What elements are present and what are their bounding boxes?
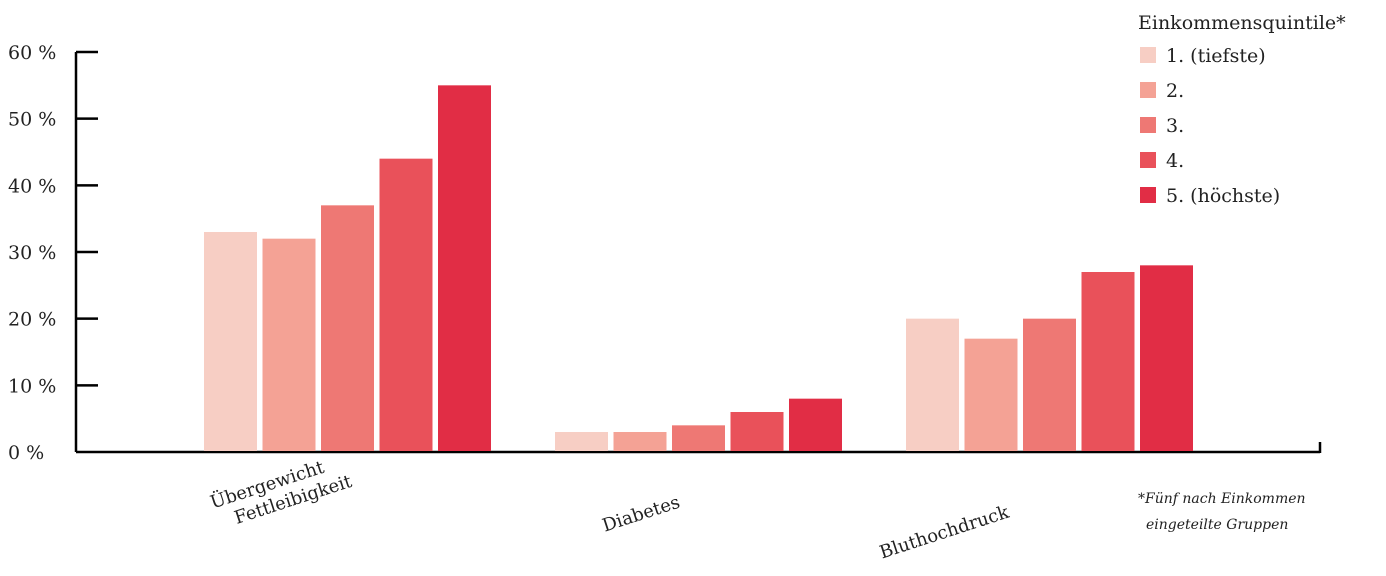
bar xyxy=(613,432,667,451)
legend-label: 4. xyxy=(1166,150,1184,172)
legend-swatch xyxy=(1140,187,1156,203)
x-category-label: Bluthochdruck xyxy=(877,501,1013,563)
bar xyxy=(789,398,842,451)
bar xyxy=(204,232,257,451)
legend-label: 2. xyxy=(1166,80,1184,102)
legend-swatch xyxy=(1140,152,1156,168)
legend-swatch xyxy=(1140,82,1156,98)
y-tick-label: 50 % xyxy=(8,109,56,131)
bar xyxy=(1023,318,1076,451)
footnote-line-2: eingeteilte Gruppen xyxy=(1146,517,1288,533)
bar xyxy=(1140,265,1193,451)
x-category-label: Diabetes xyxy=(600,492,683,537)
legend-label: 3. xyxy=(1166,115,1184,137)
bar xyxy=(555,432,608,451)
y-tick-label: 30 % xyxy=(8,242,56,264)
footnote-line-1: *Fünf nach Einkommen xyxy=(1138,491,1306,507)
x-category-label-line: Bluthochdruck xyxy=(877,501,1013,563)
bar xyxy=(321,205,374,451)
x-category-label-line: Diabetes xyxy=(600,492,683,537)
bar xyxy=(672,425,725,451)
legend-title: Einkommensquintile* xyxy=(1138,12,1346,34)
bar xyxy=(906,318,959,451)
bars xyxy=(204,85,1193,451)
bar xyxy=(964,338,1018,451)
footnote: *Fünf nach Einkommen eingeteilte Gruppen xyxy=(1138,491,1306,533)
legend-label: 1. (tiefste) xyxy=(1166,45,1266,67)
y-tick-label: 10 % xyxy=(8,375,56,397)
y-axis: 0 % 10 % 20 % 30 % 40 % 50 % 60 % xyxy=(8,42,1322,464)
y-tick-label: 0 % xyxy=(8,442,44,464)
bar xyxy=(730,412,784,451)
y-tick-label: 20 % xyxy=(8,309,56,331)
legend-swatch xyxy=(1140,117,1156,133)
bar xyxy=(1081,272,1135,451)
bar xyxy=(438,85,491,451)
y-tick-label: 60 % xyxy=(8,42,56,64)
legend: Einkommensquintile* 1. (tiefste) 2. 3. 4. 5.… xyxy=(1138,12,1346,207)
legend-swatch xyxy=(1140,47,1156,63)
bar xyxy=(262,238,316,451)
y-tick-label: 40 % xyxy=(8,175,56,197)
bar xyxy=(379,158,433,451)
legend-label: 5. (höchste) xyxy=(1166,185,1280,207)
